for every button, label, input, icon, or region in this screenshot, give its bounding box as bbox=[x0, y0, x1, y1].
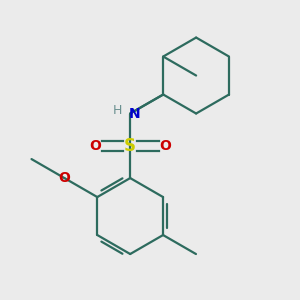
Text: O: O bbox=[58, 171, 70, 185]
Text: S: S bbox=[124, 137, 136, 155]
Text: N: N bbox=[128, 106, 140, 121]
Text: O: O bbox=[159, 139, 171, 153]
Text: H: H bbox=[113, 104, 122, 117]
Text: O: O bbox=[89, 139, 101, 153]
